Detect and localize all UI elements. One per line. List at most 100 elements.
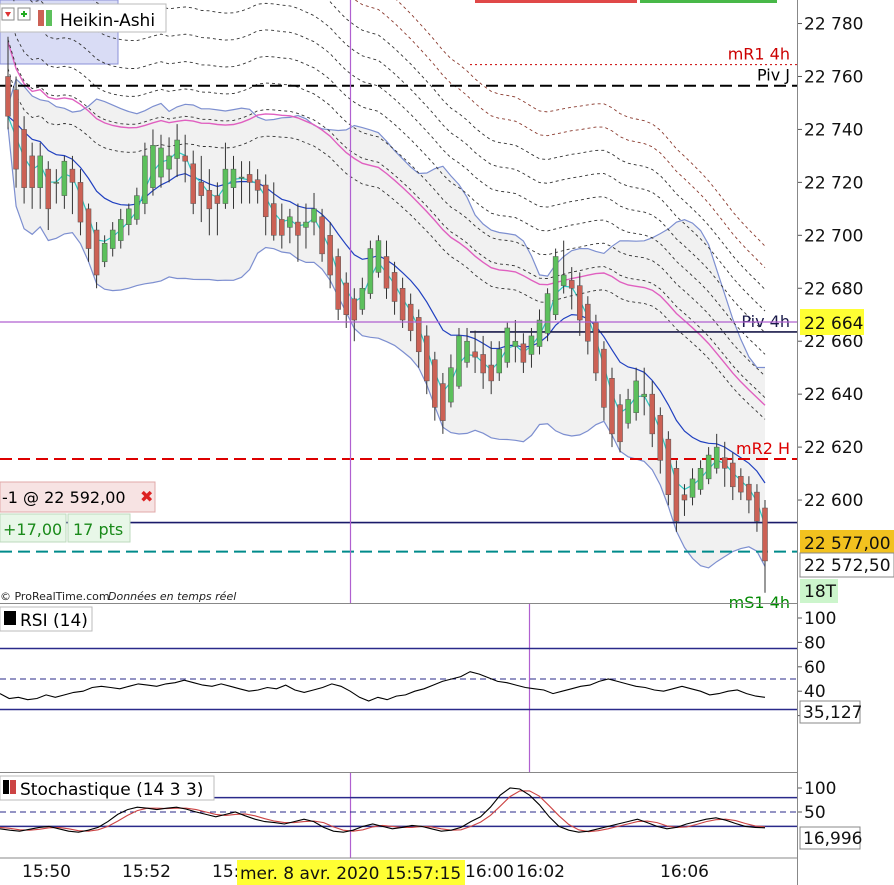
candle [383, 240, 390, 299]
time-tick-label: 16:02 [516, 862, 565, 882]
candle [754, 484, 760, 532]
candle [536, 309, 543, 355]
candle [560, 240, 567, 294]
candle [319, 208, 325, 262]
order-position: -1 @ 22 592,00 [2, 488, 126, 507]
stoch-k-line [0, 787, 766, 833]
candle [311, 192, 317, 236]
candle [327, 222, 333, 289]
candle [528, 327, 535, 368]
candle [705, 447, 712, 485]
candle [649, 380, 656, 448]
candle [697, 460, 704, 495]
candle [665, 431, 672, 506]
stoch-value-label: 16,996 [803, 829, 862, 849]
second-price-box [799, 552, 894, 578]
candle [593, 314, 599, 381]
candle [206, 169, 213, 236]
candle [246, 161, 253, 204]
ma-slow-line [7, 41, 766, 406]
candle [126, 203, 132, 236]
candle [21, 116, 27, 204]
candle [375, 235, 382, 278]
price-tick-label: 22 760 [804, 67, 863, 87]
close-order-icon[interactable]: ✖ [140, 487, 153, 506]
status-strip-green [640, 0, 777, 3]
credit-source: © ProRealTime.com [0, 590, 110, 603]
stoch-title: Stochastique (14 3 3) [20, 780, 203, 800]
candle [407, 293, 414, 342]
candle [746, 476, 752, 514]
candle [609, 367, 615, 448]
candle [222, 142, 229, 209]
candle [721, 441, 728, 487]
heikin-ashi-icon [38, 10, 52, 26]
collapse-icon[interactable] [1, 7, 15, 21]
time-tick-label: 16:06 [660, 862, 709, 882]
ma-envelope-line [7, 10, 766, 377]
candle [440, 372, 446, 434]
candle [448, 354, 454, 408]
candle [738, 468, 744, 501]
footer-credit: © ProRealTime.com Données en temps réel [0, 590, 236, 603]
candle [335, 248, 341, 321]
candle [198, 155, 205, 223]
rsi-tick-label: 40 [804, 682, 826, 702]
status-strip-red [475, 0, 637, 3]
candle [577, 272, 583, 336]
candle [279, 203, 285, 249]
candle [713, 433, 720, 474]
price-tick-label: 22 640 [804, 385, 863, 405]
ma-envelope-line [7, 68, 766, 420]
order-box[interactable]: -1 @ 22 592,00 ✖ +17,00 17 pts [0, 481, 156, 543]
candle [415, 309, 422, 368]
ma-envelope-line [354, 0, 766, 269]
rsi-panel: 1008060402035,127 [0, 609, 862, 727]
price-tick-label: 22 720 [804, 173, 863, 193]
candle [512, 320, 519, 363]
rsi-value-box [799, 700, 861, 724]
ma-envelope-line [29, 0, 766, 334]
price-tick-label: 22 740 [804, 120, 863, 140]
candle [464, 327, 470, 368]
candle [689, 468, 696, 506]
candle [432, 351, 438, 421]
rsi-header: RSI (14) [0, 606, 93, 632]
candle [601, 341, 607, 421]
candle [134, 187, 140, 225]
price-tick-label: 22 600 [804, 491, 863, 511]
candle [295, 203, 301, 262]
candle [488, 341, 494, 395]
candle [367, 240, 374, 299]
candle [625, 388, 631, 429]
crosshair-price-label: 22 664 [804, 314, 863, 334]
candle [456, 327, 462, 389]
candle [480, 335, 486, 389]
candle [117, 208, 124, 249]
candle [351, 288, 358, 342]
rsi-line [0, 671, 766, 702]
heikin-ashi-candles [5, 36, 768, 593]
candle [61, 155, 68, 209]
rsi-tick-label: 100 [804, 609, 836, 629]
candle [37, 142, 43, 209]
chart-title: Heikin-Ashi [60, 11, 155, 31]
add-indicator-icon[interactable] [17, 7, 31, 21]
candle [214, 182, 221, 236]
second-price-label: 22 572,50 [804, 556, 891, 576]
rsi-title: RSI (14) [20, 611, 88, 631]
level-label: mR2 H [736, 439, 790, 458]
candle [29, 142, 35, 209]
candle [142, 142, 148, 215]
candle [158, 134, 164, 188]
rsi-tick-label: 80 [804, 633, 826, 653]
stoch-d-line [0, 790, 766, 833]
order-pnl-points: 17 pts [73, 520, 123, 539]
price-tick-label: 22 680 [804, 279, 863, 299]
price-axis: 22 780 22 760 22 740 22 720 22 700 22 680 22 6… [797, 15, 894, 603]
candle [150, 129, 156, 196]
candle [359, 277, 366, 315]
order-pnl-value: +17,00 [3, 520, 62, 539]
time-tick-label: 15:50 [22, 862, 71, 882]
